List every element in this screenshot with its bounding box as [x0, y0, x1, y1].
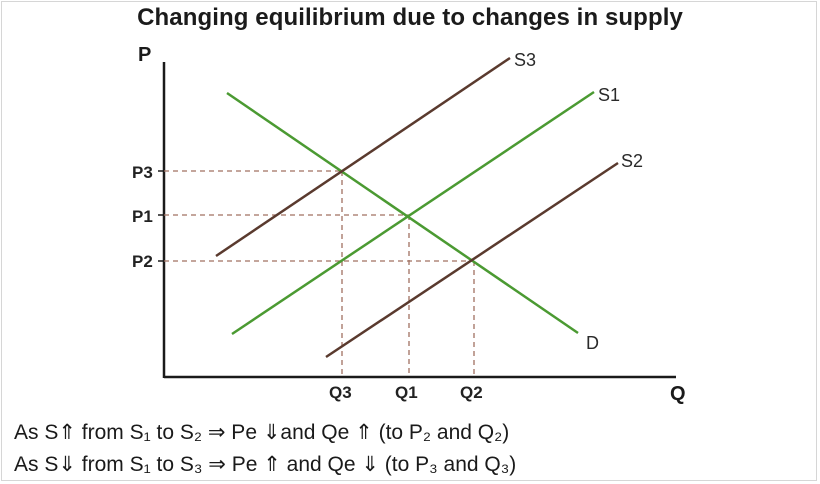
diagram-title: Changing equilibrium due to changes in s… — [137, 4, 683, 31]
y-axis-label: P — [138, 44, 151, 66]
supply-curve-s1 — [231, 90, 595, 336]
curve-label-s2: S2 — [621, 151, 643, 171]
tick-label-q2: Q2 — [460, 383, 483, 402]
supply-curve-s3 — [215, 56, 511, 258]
demand-curve-d — [226, 91, 579, 335]
explanation-line-supply-decrease: As S⇓ from S₁ to S₃ ⇒ Pe ⇑ and Qe ⇓ (to … — [14, 453, 517, 476]
explanation-line-supply-increase: As S⇑ from S₁ to S₂ ⇒ Pe ⇓and Qe ⇑ (to P… — [14, 421, 510, 444]
tick-label-p3: P3 — [132, 163, 153, 182]
x-axis-label: Q — [670, 383, 686, 405]
tick-label-p2: P2 — [132, 252, 153, 271]
tick-label-q3: Q3 — [329, 383, 352, 402]
curve-label-s3: S3 — [514, 50, 536, 70]
tick-label-p1: P1 — [132, 207, 153, 226]
supply-curve-s2 — [325, 161, 619, 359]
curve-label-s1: S1 — [598, 85, 620, 105]
tick-label-q1: Q1 — [395, 383, 418, 402]
curve-label-d: D — [586, 333, 599, 353]
